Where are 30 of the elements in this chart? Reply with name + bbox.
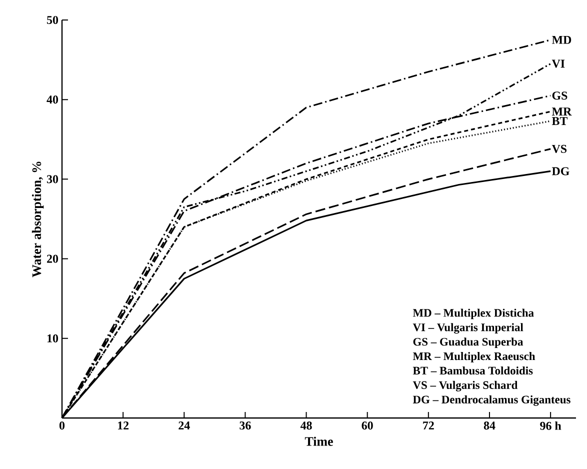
x-axis-title: Time (304, 436, 333, 446)
series-label: VI (552, 60, 565, 68)
y-tick-label: 30 (46, 175, 58, 184)
series-label: GS (552, 92, 568, 100)
annotation: GS – Guadua Superba (413, 338, 524, 348)
y-tick-label: 50 (47, 16, 58, 24)
annotation: DG – Dendrocalamus Giganteus (412, 395, 570, 406)
series-label: DG (552, 167, 570, 176)
series-label: VS (552, 144, 567, 153)
x-tick-label: 72 (423, 422, 434, 430)
annotation: MR – Multiplex Raeusch (412, 352, 536, 362)
annotation: VS – Vulgaris Schard (412, 380, 518, 392)
x-tick-label: 24 (178, 422, 190, 430)
annotation: MD – Multiplex Disticha (412, 308, 534, 320)
x-tick-label: 36 (240, 422, 251, 430)
x-tick-label: 60 (362, 422, 373, 430)
annotation: VI – Vulgaris Imperial (412, 323, 524, 334)
series-label: MR (552, 108, 572, 116)
y-tick-label: 10 (47, 334, 58, 342)
series-label: BT (552, 117, 568, 126)
x-tick-label: 12 (118, 422, 129, 430)
annotation: BT – Bambusa Toldoidis (412, 366, 533, 375)
x-tick-label: 48 (300, 422, 312, 430)
x-tick-label: 0 (59, 422, 65, 430)
x-tick-label: 84 (484, 422, 496, 430)
y-axis-title: Water absorption, % (32, 162, 44, 278)
series-label: MD (552, 36, 572, 44)
y-tick-label: 40 (46, 96, 58, 104)
y-tick-label: 20 (47, 254, 58, 263)
x-tick-label: 96 h (540, 422, 562, 430)
